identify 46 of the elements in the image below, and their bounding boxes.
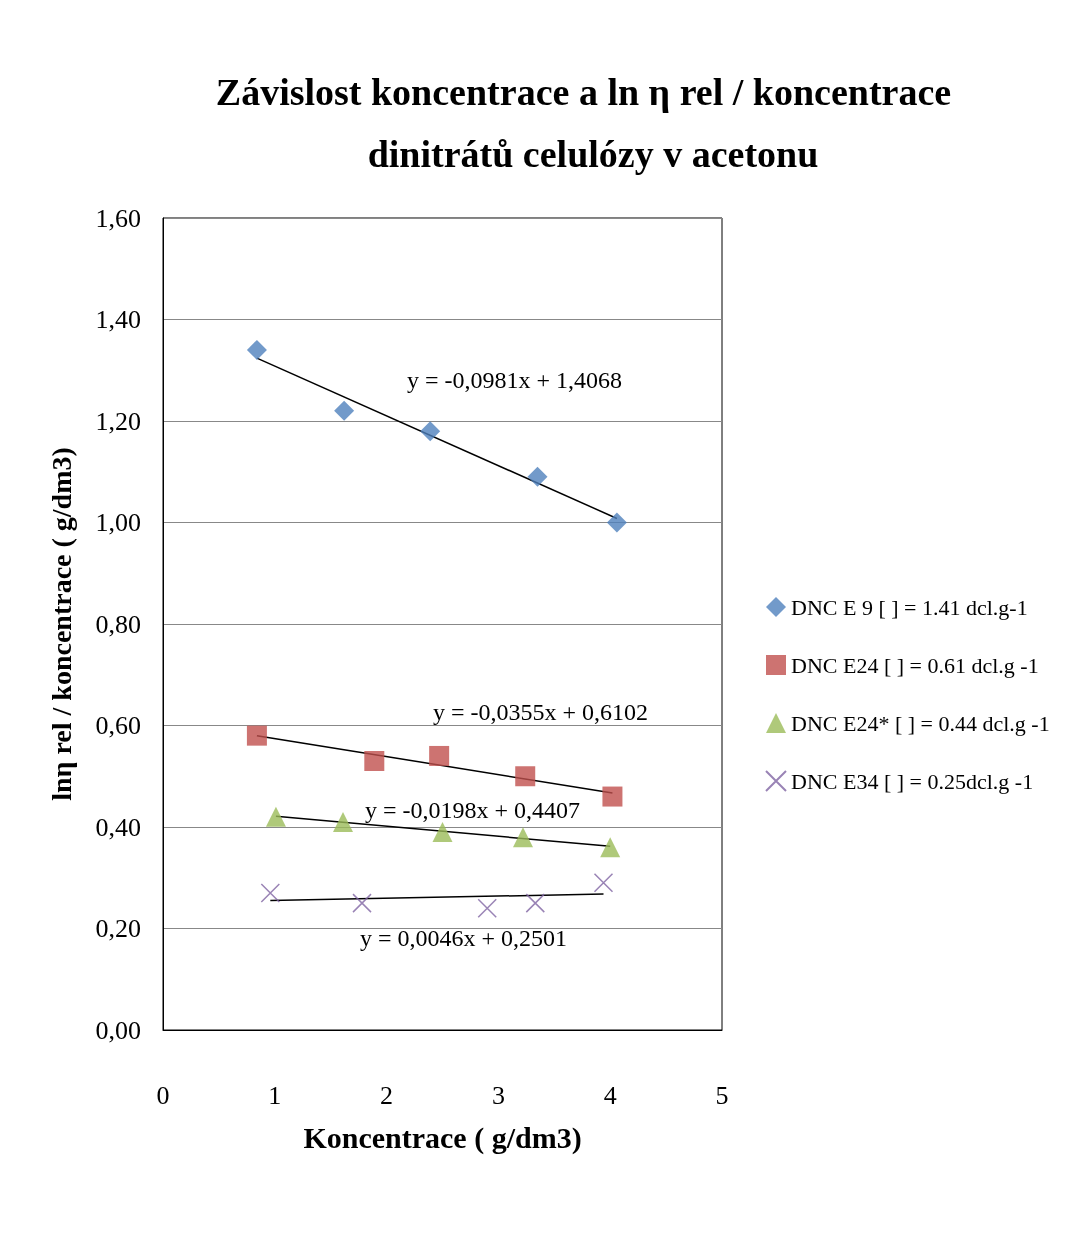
legend-label: DNC E34 [ ] = 0.25dcl.g -1 — [791, 768, 1034, 794]
point — [334, 400, 355, 421]
legend-label: DNC E24 [ ] = 0.61 dcl.g -1 — [791, 652, 1039, 678]
point — [420, 421, 441, 442]
x-tick-label: 0 — [156, 1080, 170, 1110]
point — [265, 806, 286, 827]
y-tick-label: 1,00 — [95, 508, 141, 537]
legend-label: DNC E 9 [ ] = 1.41 dcl.g-1 — [791, 594, 1028, 620]
y-tick-label: 0,40 — [95, 812, 141, 842]
point — [513, 827, 533, 848]
point — [515, 766, 536, 787]
point — [602, 786, 623, 807]
y-tick-label: 1,60 — [95, 203, 141, 233]
x-tick-label: 3 — [491, 1080, 505, 1110]
y-tick-label: 1,20 — [95, 406, 141, 436]
y-tick-label: 0,60 — [95, 711, 141, 740]
point — [260, 883, 281, 903]
point — [333, 811, 353, 832]
point — [246, 725, 267, 746]
chart-title: Závislost koncentrace a ln η rel / koncentrace dinitrátů celulózy v acetonu — [215, 71, 971, 175]
annotation: y = 0,0046x + 0,2501 — [360, 925, 568, 951]
y-axis-title: lnη rel / koncentrace ( g/dm3) — [45, 447, 77, 801]
annotation: y = -0,0981x + 1,4068 — [407, 367, 623, 393]
point — [593, 873, 614, 893]
point — [600, 837, 621, 858]
y-tick-label: 0,80 — [95, 609, 141, 639]
point — [477, 898, 497, 918]
point — [606, 512, 627, 533]
x-tick-label: 5 — [715, 1080, 729, 1110]
legend-label: DNC E24* [ ] = 0.44 dcl.g -1 — [791, 710, 1050, 736]
x-axis-title: Koncentrace ( g/dm3) — [303, 1120, 582, 1155]
annotation: y = -0,0355x + 0,6102 — [433, 699, 649, 725]
y-tick-label: 1,40 — [95, 305, 141, 334]
point — [364, 751, 385, 772]
annotation: y = -0,0198x + 0,4407 — [365, 797, 581, 823]
point — [432, 822, 453, 843]
y-tick-label: 0,00 — [95, 1015, 141, 1045]
x-tick-label: 2 — [380, 1080, 394, 1110]
point — [246, 339, 267, 360]
point — [352, 893, 372, 913]
point — [527, 466, 548, 487]
x-tick-label: 1 — [268, 1080, 282, 1110]
x-tick-label: 4 — [603, 1080, 617, 1110]
point — [525, 893, 546, 913]
y-tick-label: 0,20 — [95, 914, 141, 943]
point — [429, 745, 450, 766]
